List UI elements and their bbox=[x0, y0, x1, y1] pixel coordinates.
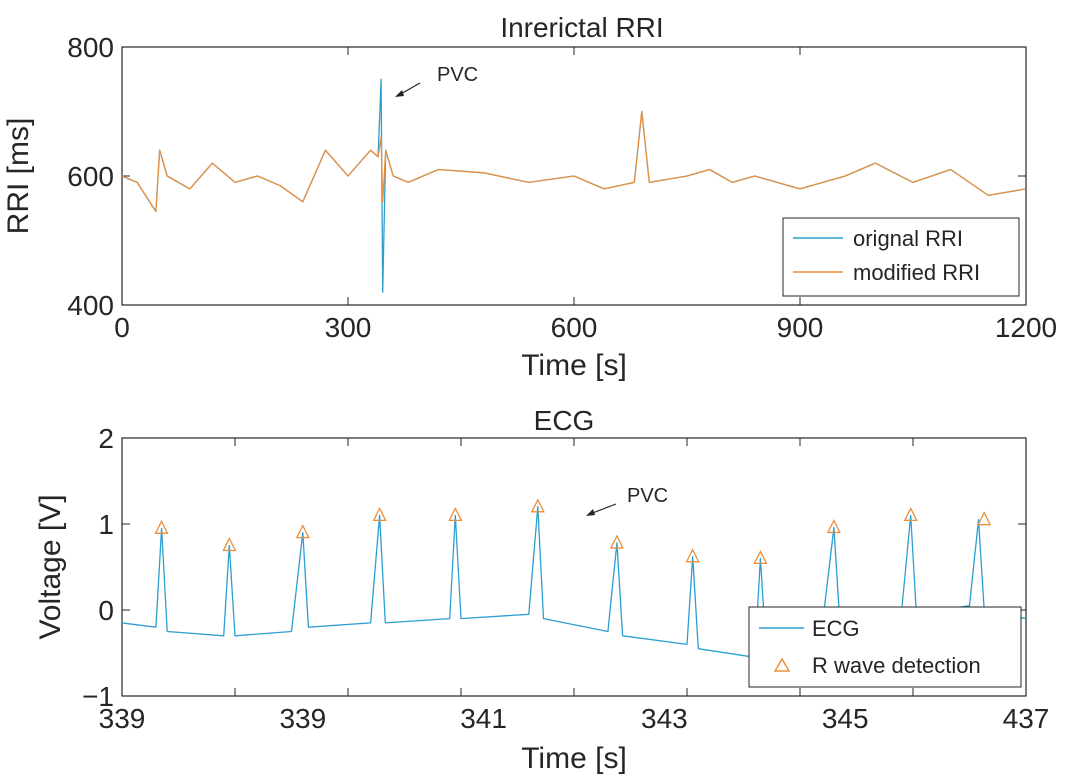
chart2-xlabel: Time [s] bbox=[521, 742, 627, 775]
r-wave-marker bbox=[978, 513, 990, 525]
chart1-xtick-label: 300 bbox=[325, 312, 372, 343]
chart1-xtick-label: 900 bbox=[777, 312, 824, 343]
chart1-ylabel: RRI [ms] bbox=[2, 118, 35, 235]
legend1-label-modified: modified RRI bbox=[853, 260, 980, 285]
chart1-annotation-arrow bbox=[395, 83, 420, 97]
figure: Inrerictal RRI 0 300 600 900 1200 400600800 … bbox=[0, 0, 1076, 784]
chart2-xtick-label: 437 bbox=[1003, 703, 1050, 734]
chart-rri: Inrerictal RRI 0 300 600 900 1200 400600800 … bbox=[2, 12, 1057, 382]
chart2-annotation-text: PVC bbox=[627, 485, 668, 507]
chart2-title: ECG bbox=[534, 405, 595, 436]
chart1-xtick-label: 1200 bbox=[995, 312, 1057, 343]
chart1-xlabel: Time [s] bbox=[521, 349, 627, 382]
chart2-ytick-label: 0 bbox=[98, 595, 114, 626]
legend1-label-original: orignal RRI bbox=[853, 226, 963, 251]
chart2-xtick-label: 345 bbox=[822, 703, 869, 734]
chart1-annotation-text: PVC bbox=[437, 64, 478, 86]
chart1-ytick-label: 600 bbox=[67, 161, 114, 192]
legend2-label-rwave: R wave detection bbox=[812, 653, 981, 678]
series-modified-rri bbox=[122, 112, 1026, 212]
chart2-xtick-label: 343 bbox=[641, 703, 688, 734]
chart2-ytick-label: 2 bbox=[98, 423, 114, 454]
chart2-legend: ECG R wave detection bbox=[749, 607, 1021, 687]
chart1-title: Inrerictal RRI bbox=[500, 12, 663, 43]
chart2-ylabel: Voltage [V] bbox=[34, 494, 67, 639]
chart1-xtick-label: 600 bbox=[551, 312, 598, 343]
chart1-ytick-label: 400 bbox=[67, 290, 114, 321]
legend2-label-ecg: ECG bbox=[812, 616, 860, 641]
chart1-xtick-label: 0 bbox=[114, 312, 130, 343]
chart1-ytick-label: 800 bbox=[67, 32, 114, 63]
chart2-ytick-label: 1 bbox=[98, 509, 114, 540]
chart2-annotation-arrow bbox=[586, 504, 616, 516]
chart2-xtick-label: 339 bbox=[279, 703, 326, 734]
chart2-ytick-label: −1 bbox=[82, 681, 114, 712]
chart1-legend: orignal RRI modified RRI bbox=[783, 218, 1019, 296]
chart2-xtick-label: 341 bbox=[460, 703, 507, 734]
